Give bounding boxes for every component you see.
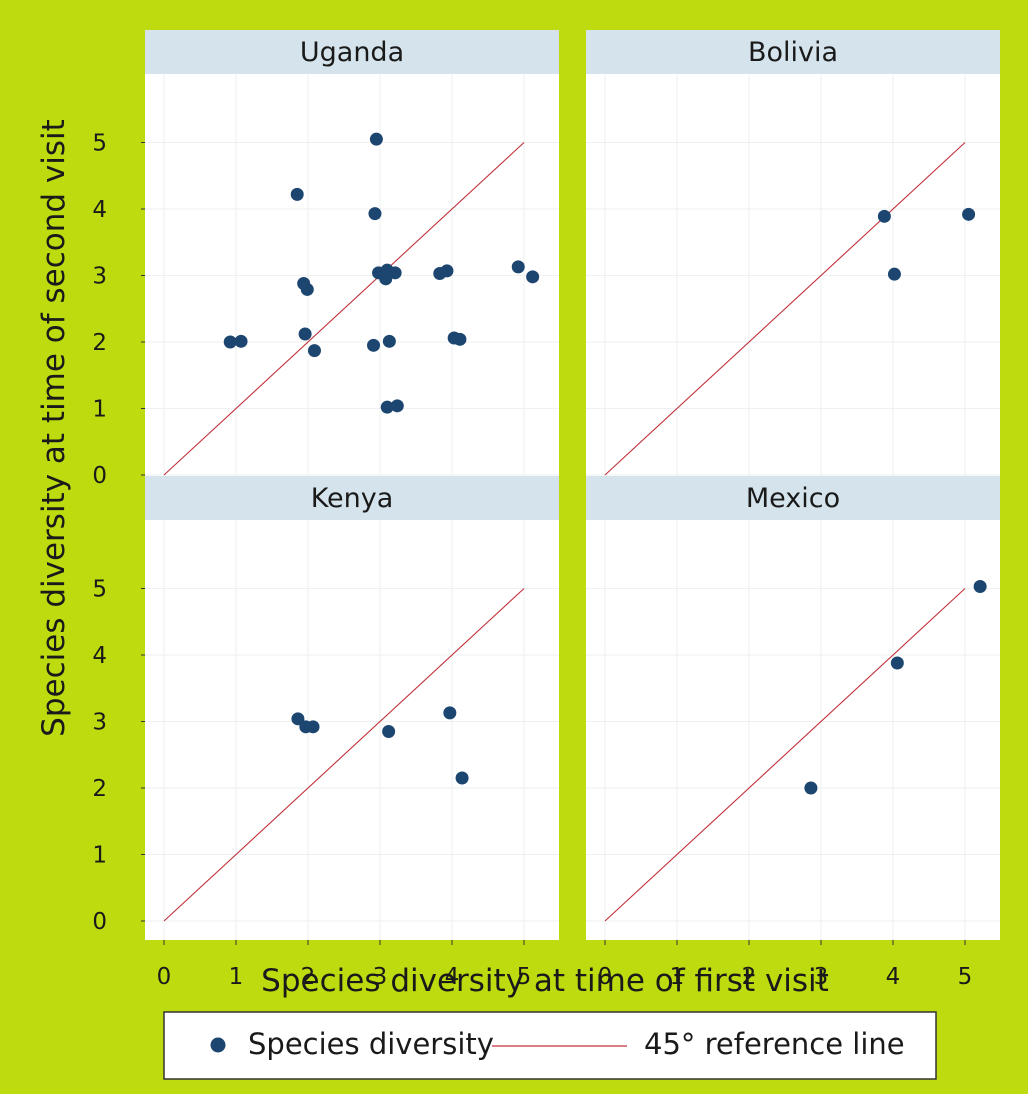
panel-strip	[145, 30, 559, 74]
data-point	[368, 207, 382, 221]
x-tick-label: 3	[373, 964, 388, 990]
data-point	[877, 209, 891, 223]
y-tick-label: 5	[92, 131, 107, 157]
reference-line	[604, 588, 966, 922]
x-tick-label: 5	[958, 964, 973, 990]
x-tick-label: 1	[229, 964, 244, 990]
plot-area	[586, 520, 1000, 940]
y-tick-label: 1	[92, 843, 107, 869]
y-tick-label: 4	[92, 197, 107, 223]
y-tick-label: 1	[92, 397, 107, 423]
panel-kenya: Kenya	[145, 476, 559, 940]
panel-grid: Uganda 0 1 2 3 4 5 Bolivia Kenya 0 1 2 3 4 5 0 1 2 3 4 5 Mexi…	[92, 30, 1000, 990]
x-axis-title: Species diversity at time of first visit	[261, 963, 829, 999]
data-point	[379, 272, 393, 286]
y-tick-label: 0	[92, 463, 107, 489]
data-point	[223, 335, 237, 349]
reference-line	[163, 588, 525, 922]
data-point	[380, 400, 394, 414]
y-tick-label: 2	[92, 776, 107, 802]
panel-strip	[145, 476, 559, 520]
data-point	[973, 580, 987, 594]
y-tick-label: 2	[92, 330, 107, 356]
data-point	[367, 338, 381, 352]
x-tick-label: 2	[742, 964, 757, 990]
panel-title: Kenya	[311, 483, 394, 514]
data-point	[234, 334, 248, 348]
y-tick-label: 3	[92, 264, 107, 290]
data-point	[455, 771, 469, 785]
x-tick-label: 3	[814, 964, 829, 990]
data-point	[382, 334, 396, 348]
plot-area	[586, 74, 1000, 494]
data-point	[382, 724, 396, 738]
x-tick-label: 2	[301, 964, 316, 990]
panel-strip	[586, 476, 1000, 520]
panel-title: Uganda	[300, 37, 404, 68]
data-point	[443, 706, 457, 720]
panel-strip	[586, 30, 1000, 74]
data-point	[440, 264, 454, 278]
data-point	[804, 781, 818, 795]
data-point	[369, 132, 383, 146]
data-point	[887, 267, 901, 281]
legend-label-reference: 45° reference line	[644, 1027, 905, 1061]
panel-bolivia: Bolivia	[586, 30, 1000, 494]
data-point	[962, 207, 976, 221]
panel-uganda: Uganda	[145, 30, 559, 494]
data-point	[291, 712, 305, 726]
legend: Species diversity 45° reference line	[163, 1011, 937, 1080]
reference-line	[604, 142, 966, 476]
x-tick-label: 0	[157, 964, 172, 990]
x-tick-label: 0	[598, 964, 613, 990]
data-point	[300, 282, 314, 296]
data-point	[290, 187, 304, 201]
panel-title: Mexico	[746, 483, 840, 514]
y-tick-label: 3	[92, 710, 107, 736]
data-point	[390, 399, 404, 413]
plot-area	[145, 520, 559, 940]
plot-area	[145, 74, 559, 494]
x-tick-label: 4	[445, 964, 460, 990]
data-point	[526, 270, 540, 284]
data-point	[511, 260, 525, 274]
y-tick-label: 4	[92, 643, 107, 669]
legend-label-points: Species diversity	[248, 1027, 494, 1061]
data-point	[307, 344, 321, 358]
data-point	[453, 332, 467, 346]
y-axis-title: Species diversity at time of second visi…	[36, 119, 72, 737]
x-tick-label: 1	[670, 964, 685, 990]
data-point	[388, 266, 402, 280]
data-point	[298, 327, 312, 341]
legend-point-marker	[210, 1037, 226, 1053]
panel-mexico: Mexico	[586, 476, 1000, 940]
x-tick-label: 5	[517, 964, 532, 990]
x-tick-label: 4	[886, 964, 901, 990]
y-tick-label: 0	[92, 909, 107, 935]
reference-line	[163, 142, 525, 476]
panel-title: Bolivia	[748, 37, 838, 68]
y-tick-label: 5	[92, 577, 107, 603]
data-point	[306, 720, 320, 734]
data-point	[890, 656, 904, 670]
